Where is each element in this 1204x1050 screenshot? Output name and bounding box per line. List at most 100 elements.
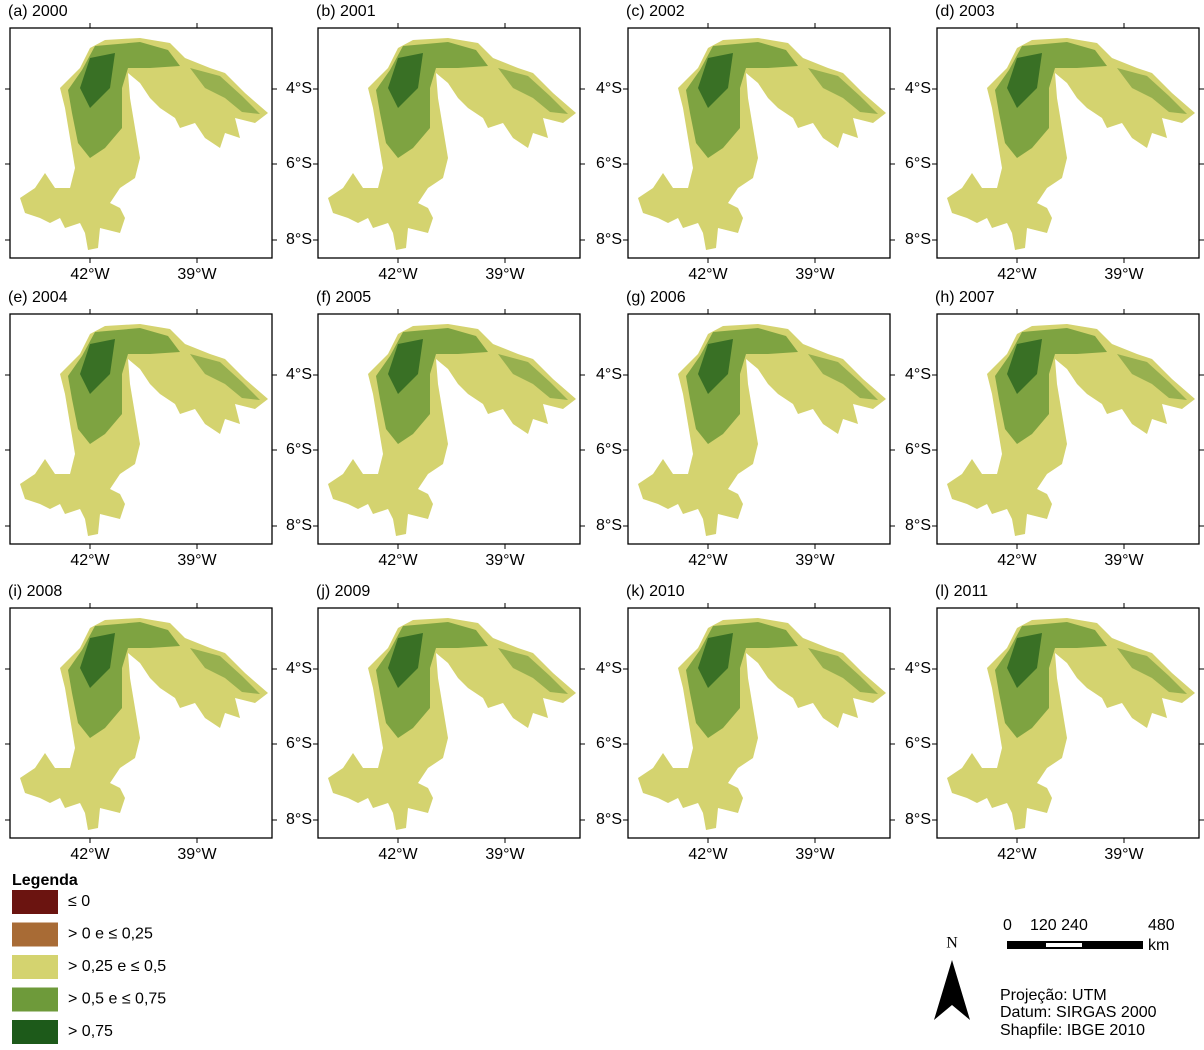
- panel-title: (j) 2009: [316, 583, 370, 600]
- lon-label: 39°W: [485, 552, 525, 569]
- lat-label: 6°S: [596, 441, 622, 458]
- lat-label: 4°S: [286, 660, 312, 677]
- map: 4°S 6°S 8°S 42°W 39°W: [905, 23, 1204, 283]
- scale-unit: km: [1148, 937, 1169, 954]
- lon-label: 39°W: [795, 552, 835, 569]
- lon-label: 39°W: [177, 266, 217, 283]
- legend-swatch: [12, 1020, 58, 1044]
- region: [947, 324, 1195, 536]
- panel-title: (a) 2000: [8, 3, 68, 20]
- lat-label: 8°S: [596, 231, 622, 248]
- scale-label: 0: [1003, 917, 1012, 934]
- region: [328, 324, 576, 536]
- lat-label: 6°S: [905, 735, 931, 752]
- region: [947, 618, 1195, 830]
- region: [328, 38, 576, 250]
- north-arrow: [934, 960, 970, 1020]
- map: 4°S 6°S 8°S 42°W 39°W: [286, 309, 585, 569]
- region: [947, 38, 1195, 250]
- lat-label: 4°S: [905, 80, 931, 97]
- note: Projeção: UTM: [1000, 987, 1107, 1004]
- lat-label: 4°S: [596, 660, 622, 677]
- lat-label: 8°S: [286, 811, 312, 828]
- lon-label: 39°W: [795, 846, 835, 863]
- lon-label: 39°W: [1104, 266, 1144, 283]
- legend-title: Legenda: [12, 872, 78, 889]
- map: 4°S 6°S 8°S 42°W 39°W: [286, 23, 585, 283]
- lon-label: 42°W: [997, 552, 1037, 569]
- panel-title: (l) 2011: [935, 583, 988, 600]
- lat-label: 6°S: [286, 441, 312, 458]
- lon-label: 39°W: [177, 846, 217, 863]
- legend-swatch: [12, 923, 58, 947]
- map: 4°S6°S8°S42°W39°W: [596, 309, 895, 569]
- lon-label: 42°W: [688, 552, 728, 569]
- map: 4°S 6°S 8°S 42°W 39°W: [286, 603, 585, 863]
- map: 4°S 6°S 8°S 42°W 39°W: [905, 603, 1204, 863]
- panel-title: (i) 2008: [8, 583, 62, 600]
- panel-title: (e) 2004: [8, 289, 68, 306]
- legend-swatch: [12, 890, 58, 914]
- lon-label: 42°W: [378, 266, 418, 283]
- lon-label: 39°W: [1104, 552, 1144, 569]
- region: [638, 618, 886, 830]
- lat-label: 4°S: [596, 80, 622, 97]
- lat-label: 8°S: [286, 231, 312, 248]
- map: 42°W 39°W: [5, 23, 277, 283]
- panel-title: (b) 2001: [316, 3, 376, 20]
- lon-label: 39°W: [177, 552, 217, 569]
- panel-title: (h) 2007: [935, 289, 995, 306]
- region: [638, 324, 886, 536]
- lat-label: 8°S: [905, 811, 931, 828]
- lon-label: 39°W: [1104, 846, 1144, 863]
- region: [20, 618, 268, 830]
- lat-label: 8°S: [905, 231, 931, 248]
- map: 42°W 39°W: [5, 603, 277, 863]
- lon-label: 39°W: [485, 266, 525, 283]
- north-label: N: [946, 935, 958, 952]
- panel-title: (d) 2003: [935, 3, 995, 20]
- lon-label: 42°W: [688, 266, 728, 283]
- scale-bar-gap: [1046, 943, 1082, 947]
- lon-label: 42°W: [70, 846, 110, 863]
- lat-label: 6°S: [905, 441, 931, 458]
- scale-label: 480: [1148, 917, 1175, 934]
- legend-label: > 0 e ≤ 0,25: [68, 926, 153, 943]
- region: [20, 324, 268, 536]
- lon-label: 39°W: [485, 846, 525, 863]
- panel-title: (c) 2002: [626, 3, 685, 20]
- lat-label: 6°S: [596, 735, 622, 752]
- map: 42°W 39°W: [5, 309, 277, 569]
- figure: Legenda 0 120 240 480 km N Projeção: UTM…: [0, 0, 1204, 1050]
- note: Datum: SIRGAS 2000: [1000, 1004, 1157, 1021]
- lat-label: 6°S: [905, 155, 931, 172]
- lat-label: 6°S: [596, 155, 622, 172]
- lon-label: 42°W: [378, 552, 418, 569]
- scale-label: 120 240: [1030, 917, 1088, 934]
- lat-label: 4°S: [286, 80, 312, 97]
- lon-label: 42°W: [997, 846, 1037, 863]
- lat-label: 6°S: [286, 155, 312, 172]
- lat-label: 8°S: [286, 517, 312, 534]
- legend-label: ≤ 0: [68, 893, 90, 910]
- legend-label: > 0,5 e ≤ 0,75: [68, 991, 166, 1008]
- map: 4°S 6°S 8°S 42°W 39°W: [905, 309, 1204, 569]
- panel-title: (g) 2006: [626, 289, 686, 306]
- legend-swatch: [12, 988, 58, 1012]
- lat-label: 8°S: [596, 517, 622, 534]
- region: [328, 618, 576, 830]
- lon-label: 42°W: [70, 266, 110, 283]
- lon-label: 42°W: [378, 846, 418, 863]
- panel-title: (k) 2010: [626, 583, 685, 600]
- lat-label: 8°S: [905, 517, 931, 534]
- map: 4°S6°S8°S42°W39°W: [596, 603, 895, 863]
- legend-label: > 0,75: [68, 1023, 113, 1040]
- legend-swatch: [12, 955, 58, 979]
- lat-label: 4°S: [905, 660, 931, 677]
- lat-label: 4°S: [905, 366, 931, 383]
- lat-label: 6°S: [286, 735, 312, 752]
- lon-label: 42°W: [70, 552, 110, 569]
- lon-label: 42°W: [997, 266, 1037, 283]
- lat-label: 4°S: [286, 366, 312, 383]
